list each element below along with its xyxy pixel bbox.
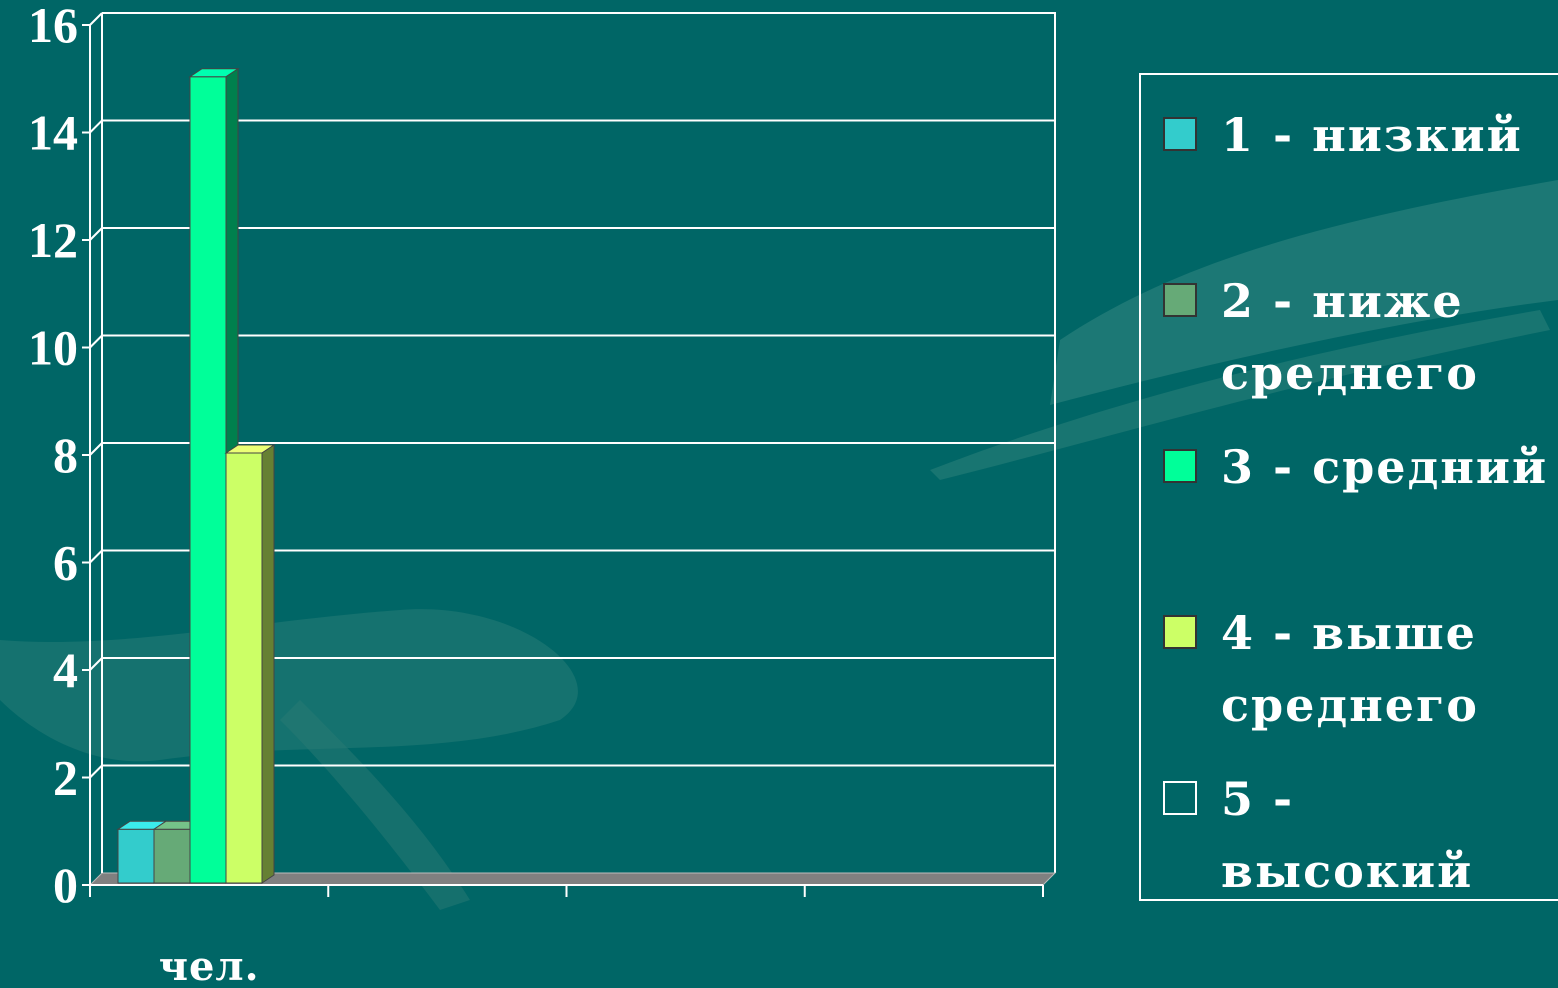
legend-swatch bbox=[1163, 615, 1197, 649]
bar-front bbox=[117, 828, 155, 884]
gridline-side bbox=[89, 549, 103, 564]
y-tick-label: 0 bbox=[53, 857, 78, 913]
y-tick-labels: 0 2 4 6 8 10 12 14 16 bbox=[28, 0, 78, 913]
legend-swatch bbox=[1163, 449, 1197, 483]
bar bbox=[224, 444, 276, 884]
legend-label: 5 - высокий bbox=[1221, 772, 1474, 898]
bar-side bbox=[261, 444, 275, 884]
y-tick-label: 16 bbox=[28, 0, 78, 53]
y-tick-label: 10 bbox=[28, 320, 78, 376]
y-tick-label: 12 bbox=[28, 212, 78, 268]
legend-swatch bbox=[1163, 117, 1197, 151]
bar-front bbox=[153, 828, 191, 884]
legend-swatch bbox=[1163, 781, 1197, 815]
y-tick-label: 4 bbox=[53, 642, 78, 698]
legend: 1 - низкий 2 - ниже среднего 3 - средний 4 … bbox=[1139, 73, 1558, 901]
gridline-side bbox=[89, 657, 103, 671]
gridline-side bbox=[89, 442, 103, 456]
x-category-label: чел. bbox=[159, 943, 260, 988]
x-category-labels: чел. bbox=[159, 943, 260, 988]
bars bbox=[116, 67, 276, 884]
y-tick-label: 14 bbox=[28, 105, 78, 161]
legend-label: 1 - низкий bbox=[1221, 108, 1523, 162]
gridline-side bbox=[89, 119, 103, 134]
y-tick-label: 8 bbox=[53, 427, 78, 483]
legend-swatch bbox=[1163, 283, 1197, 317]
y-tick-label: 6 bbox=[53, 535, 78, 591]
y-tick-label: 2 bbox=[53, 750, 78, 806]
gridline-side bbox=[89, 227, 103, 241]
gridline-side bbox=[89, 334, 103, 349]
gridline-side bbox=[89, 12, 103, 26]
legend-label: 4 - выше среднего bbox=[1221, 606, 1479, 732]
axes bbox=[82, 13, 1057, 897]
legend-label: 3 - средний bbox=[1221, 440, 1549, 494]
gridline-side bbox=[89, 764, 103, 779]
bar-chart: 0 2 4 6 8 10 12 14 16 чел. bbox=[28, 0, 1057, 988]
legend-label: 2 - ниже среднего bbox=[1221, 274, 1479, 400]
bar-front bbox=[225, 452, 263, 884]
bar-front bbox=[189, 76, 227, 884]
